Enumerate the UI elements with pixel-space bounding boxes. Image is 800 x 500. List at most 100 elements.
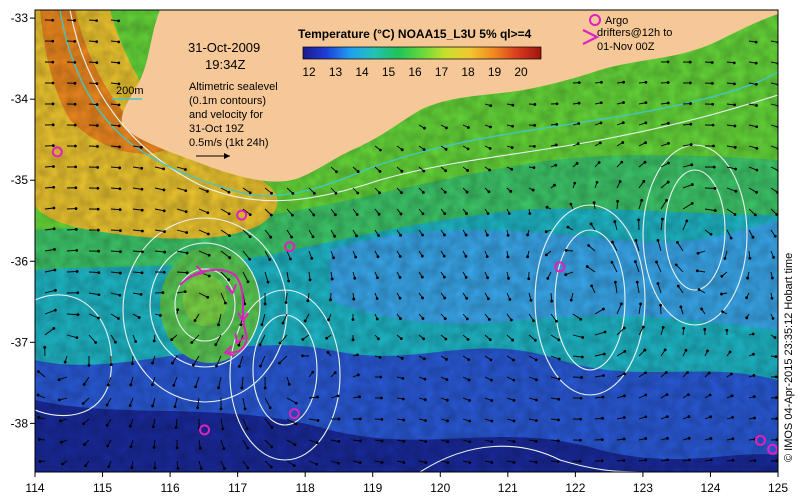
velocity-arrowhead xyxy=(775,459,778,463)
velocity-arrowhead xyxy=(52,227,56,231)
velocity-arrowhead xyxy=(422,357,426,361)
velocity-arrowhead xyxy=(689,102,692,105)
argo-float-marker xyxy=(199,424,211,436)
velocity-arrowhead xyxy=(193,319,197,322)
velocity-arrowhead xyxy=(117,19,120,23)
velocity-arrowhead xyxy=(600,80,603,84)
velocity-arrowhead xyxy=(600,459,604,463)
velocity-arrowhead xyxy=(246,280,250,284)
velocity-arrowhead xyxy=(358,461,362,465)
colorbar: Temperature (°C) NOAA15_L3U 5% ql>=4 12 1… xyxy=(298,27,542,79)
plot-area xyxy=(35,10,778,472)
velocity-arrowhead xyxy=(196,406,200,410)
velocity-arrowhead xyxy=(400,169,404,173)
velocity-arrowhead xyxy=(248,191,252,195)
velocity-arrow xyxy=(110,313,119,319)
velocity-arrowhead xyxy=(270,425,274,429)
velocity-arrowhead xyxy=(600,438,604,441)
velocity-arrowhead xyxy=(421,212,425,216)
velocity-arrowhead xyxy=(422,148,426,151)
velocity-arrowhead xyxy=(270,191,273,195)
velocity-arrowhead xyxy=(248,235,252,239)
velocity-arrow xyxy=(286,439,296,446)
velocity-arrowhead xyxy=(443,317,447,321)
velocity-arrowhead xyxy=(422,337,426,341)
velocity-arrow xyxy=(215,334,222,345)
velocity-arrowhead xyxy=(720,274,724,278)
velocity-arrow xyxy=(44,186,54,189)
velocity-arrow xyxy=(682,164,692,168)
velocity-arrowhead xyxy=(487,190,491,194)
velocity-arrowhead xyxy=(731,415,734,419)
velocity-arrowhead xyxy=(446,440,450,444)
velocity-arrowhead xyxy=(184,189,188,193)
velocity-arrowhead xyxy=(358,395,361,399)
velocity-arrowhead xyxy=(358,439,362,443)
velocity-arrow xyxy=(110,334,116,343)
velocity-arrowhead xyxy=(73,19,76,22)
contour-eddy-1 xyxy=(174,268,236,342)
velocity-arrow xyxy=(726,229,732,239)
velocity-arrow xyxy=(238,355,244,367)
velocity-arrowhead xyxy=(733,82,736,86)
velocity-arrow xyxy=(588,245,596,252)
velocity-arrowhead xyxy=(733,103,737,107)
velocity-arrowhead xyxy=(224,301,227,305)
velocity-arrowhead xyxy=(676,241,679,244)
velocity-arrowhead xyxy=(557,377,561,381)
velocity-arrowhead xyxy=(293,443,297,447)
velocity-arrowhead xyxy=(533,103,537,106)
velocity-arrowhead xyxy=(246,446,250,450)
velocity-arrowhead xyxy=(60,440,63,444)
velocity-arrowhead xyxy=(74,207,78,210)
velocity-arrowhead xyxy=(356,353,359,357)
velocity-arrowhead xyxy=(51,123,55,127)
velocity-arrow xyxy=(66,228,77,231)
velocity-arrowhead xyxy=(294,401,298,405)
velocity-arrowhead xyxy=(420,254,424,258)
velocity-arrowhead xyxy=(579,317,583,321)
velocity-arrowhead xyxy=(325,336,329,340)
velocity-arrowhead xyxy=(151,404,155,408)
velocity-arrowhead xyxy=(329,298,332,302)
velocity-arrow xyxy=(218,313,222,325)
velocity-arrowhead xyxy=(74,165,77,169)
velocity-arrowhead xyxy=(751,332,755,336)
velocity-arrowhead xyxy=(284,301,288,304)
velocity-arrowhead xyxy=(258,343,262,347)
velocity-arrowhead xyxy=(151,425,155,429)
velocity-arrow xyxy=(286,418,297,425)
velocity-arrowhead xyxy=(379,375,383,379)
velocity-arrowhead xyxy=(577,101,581,105)
velocity-arrowhead xyxy=(96,165,100,169)
velocity-arrowhead xyxy=(183,290,187,294)
velocity-arrow xyxy=(132,166,142,169)
y-axis: -33 -34 -35 -36 -37 -38 xyxy=(11,11,35,430)
colorbar-ticks: 12 13 14 15 16 17 18 19 20 xyxy=(302,65,528,79)
argo-float-marker xyxy=(284,241,296,253)
velocity-arrowhead xyxy=(51,18,54,22)
velocity-arrow xyxy=(308,396,318,399)
velocity-arrow xyxy=(220,439,225,449)
colorbar-tick-label: 19 xyxy=(488,65,502,79)
velocity-arrowhead xyxy=(621,141,625,144)
velocity-arrowhead xyxy=(665,198,668,202)
velocity-arrowhead xyxy=(308,278,312,282)
velocity-arrowhead xyxy=(748,256,752,260)
velocity-arrowhead xyxy=(687,458,691,462)
velocity-arrowhead xyxy=(198,446,202,450)
argo-legend-label: Argo xyxy=(605,15,628,27)
velocity-arrowhead xyxy=(601,307,605,311)
velocity-arrowhead xyxy=(696,251,700,255)
velocity-arrowhead xyxy=(577,122,581,125)
velocity-arrowhead xyxy=(287,382,291,386)
velocity-arrowhead xyxy=(674,263,678,267)
velocity-arrowhead xyxy=(506,233,510,237)
velocity-arrowhead xyxy=(311,370,315,374)
velocity-arrow xyxy=(172,355,178,364)
velocity-arrowhead xyxy=(191,363,195,367)
velocity-arrowhead xyxy=(618,180,622,183)
velocity-arrowhead xyxy=(510,146,514,149)
velocity-arrowhead xyxy=(442,275,446,279)
velocity-arrowhead xyxy=(53,268,57,272)
